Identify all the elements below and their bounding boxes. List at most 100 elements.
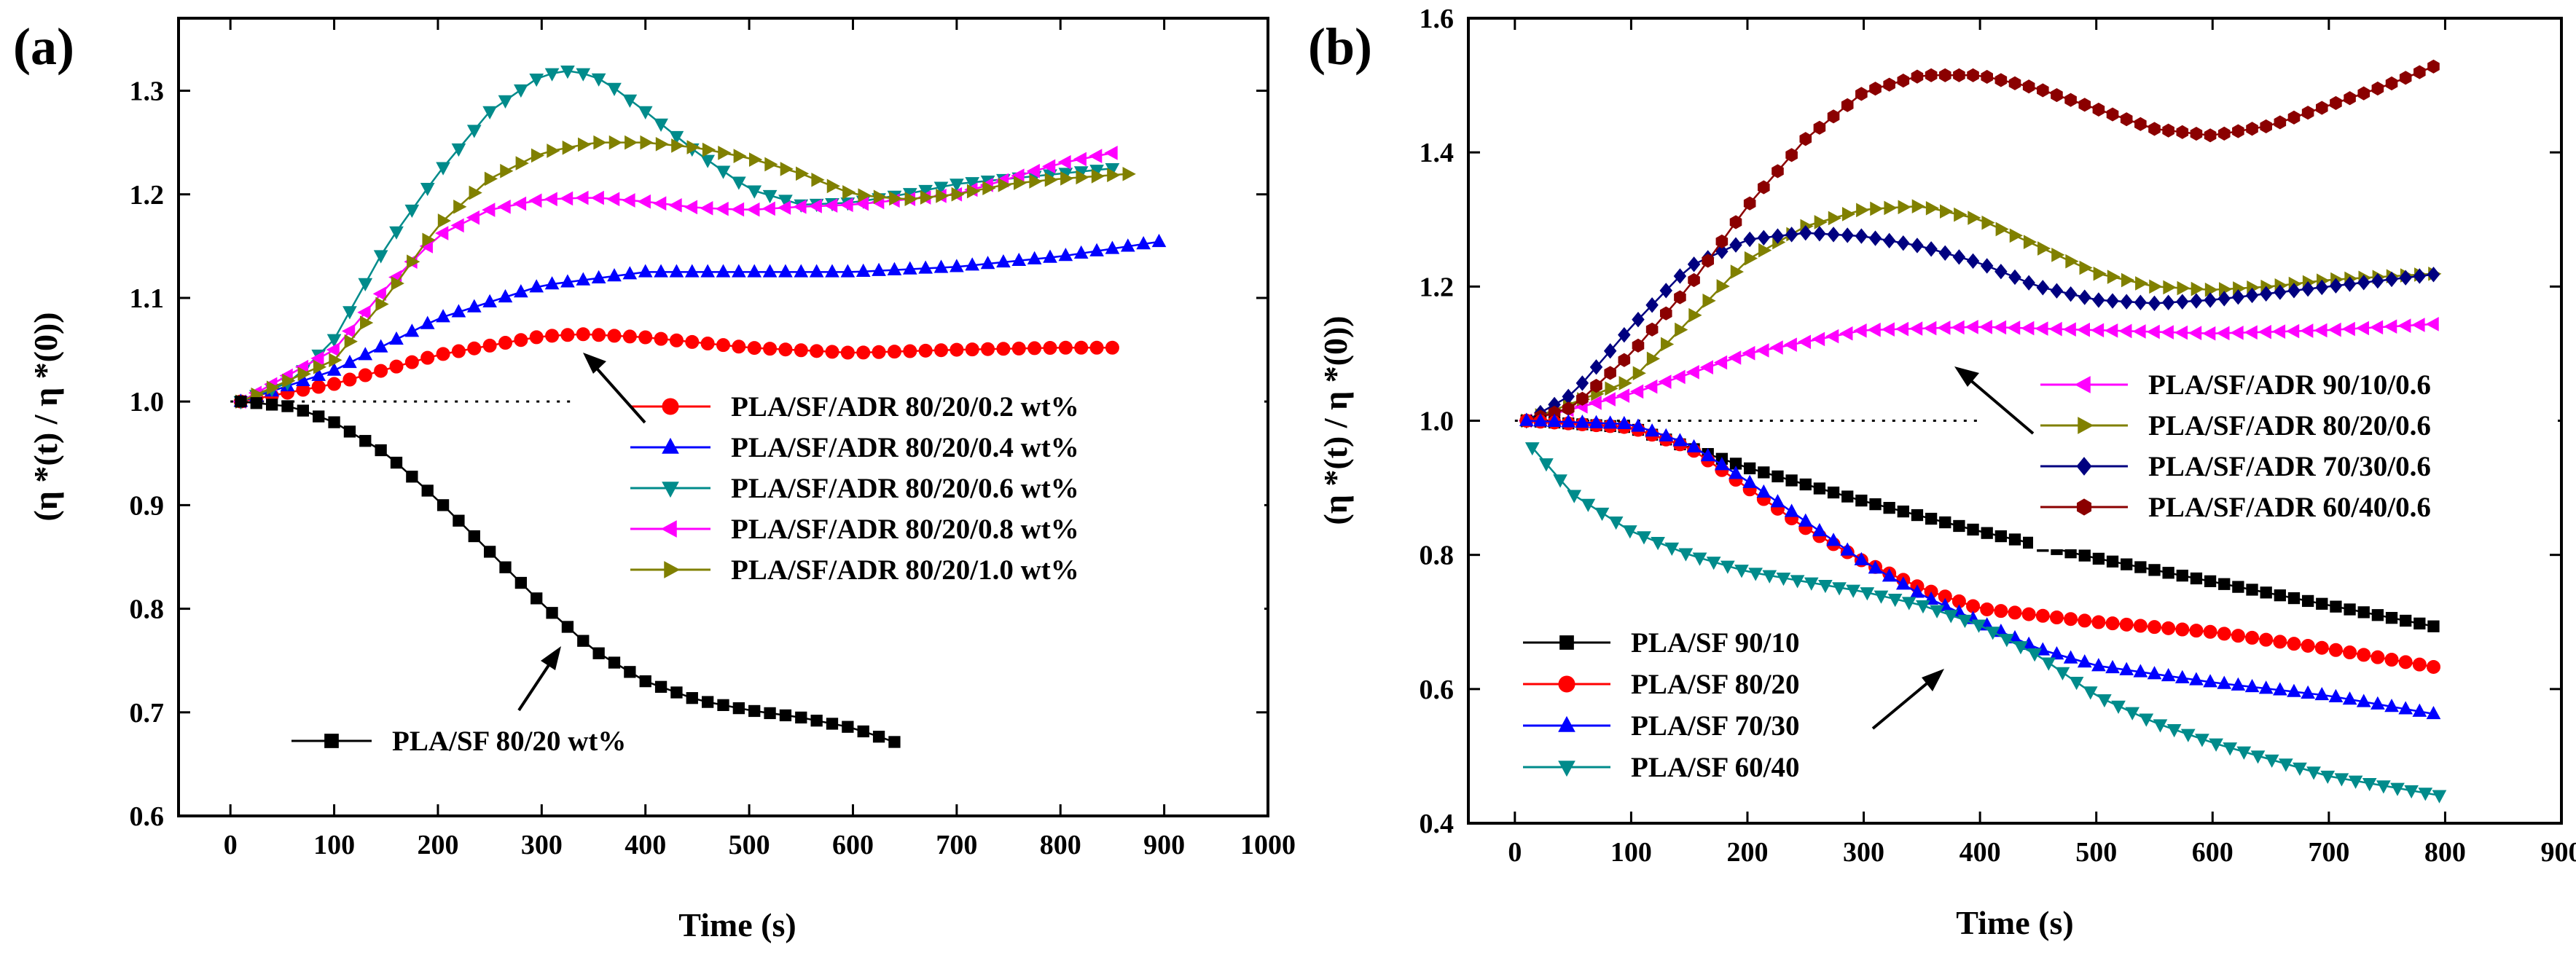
data-point <box>512 196 527 211</box>
data-point <box>2231 677 2246 691</box>
legend-b: PLA/SF/ADR 90/10/0.6 PLA/SF/ADR 80/20/0.6… <box>1516 360 2558 805</box>
data-point <box>684 264 700 278</box>
data-point <box>1925 241 1938 257</box>
data-point <box>1729 237 1742 253</box>
data-point <box>1769 340 1783 355</box>
series-7 <box>1524 442 2447 804</box>
legend-entry: PLA/SF 60/40 <box>1523 752 1800 783</box>
data-point <box>2022 79 2035 94</box>
data-point <box>593 135 607 150</box>
data-point <box>2050 283 2064 299</box>
data-point <box>1799 224 1812 241</box>
data-point <box>1881 322 1895 337</box>
data-point <box>998 178 1011 192</box>
data-point <box>531 148 545 163</box>
data-point <box>701 696 714 708</box>
data-point <box>1868 230 1882 246</box>
legend-marker <box>662 398 679 415</box>
data-point <box>1911 69 1924 84</box>
data-point <box>842 185 856 200</box>
x-tick-label: 900 <box>2541 837 2576 868</box>
data-point <box>2230 325 2244 340</box>
data-point <box>1011 252 1027 267</box>
data-point <box>1798 513 1813 527</box>
data-point <box>638 264 653 278</box>
data-point <box>453 199 467 214</box>
data-point <box>2316 597 2328 610</box>
data-point <box>1846 584 1861 598</box>
data-point <box>2328 643 2343 657</box>
data-point <box>1637 531 1651 545</box>
data-point <box>2385 611 2398 624</box>
data-point <box>329 353 342 368</box>
legend-label: PLA/SF 80/20 wt% <box>392 726 626 757</box>
data-point <box>1702 254 1715 268</box>
data-point <box>607 329 622 343</box>
data-point <box>313 359 327 374</box>
data-point <box>375 444 387 457</box>
data-point <box>2189 672 2204 686</box>
legend-label: PLA/SF 70/30 <box>1631 710 1800 742</box>
data-point <box>2048 321 2062 337</box>
data-point <box>1616 388 1630 403</box>
data-point <box>2357 606 2370 619</box>
data-point <box>747 341 762 356</box>
data-point <box>514 84 528 98</box>
data-point <box>1874 590 1889 604</box>
data-point <box>1729 466 1743 479</box>
legend-entry: PLA/SF 90/10 <box>1523 627 1800 659</box>
data-point <box>2008 605 2022 620</box>
data-point <box>2223 742 2238 756</box>
legend-marker <box>2078 417 2094 434</box>
y-tick-label: 1.2 <box>1420 272 1455 302</box>
data-point <box>2356 694 2371 707</box>
data-point <box>2301 106 2314 120</box>
data-point <box>638 106 653 119</box>
data-point <box>421 484 434 497</box>
data-point <box>2097 694 2112 708</box>
data-point <box>1547 413 1562 427</box>
data-point <box>1562 401 1575 416</box>
data-point <box>2190 126 2203 141</box>
data-point <box>872 731 885 743</box>
legend-marker <box>2076 457 2092 476</box>
data-point <box>2217 627 2231 641</box>
data-point <box>856 263 871 277</box>
data-point <box>2330 95 2342 110</box>
legend-entry: PLA/SF/ADR 80/20/0.6 wt% <box>630 473 1079 504</box>
data-point <box>1524 442 1540 456</box>
data-point <box>2342 691 2357 705</box>
panel-a: 0 100 200 300 400 500 600 700 800 900 1000 0.6 0.7 0.… <box>13 17 1296 943</box>
data-point <box>2027 648 2042 662</box>
data-point <box>1883 501 1895 514</box>
data-point <box>435 226 449 240</box>
data-point <box>437 213 452 228</box>
data-point <box>1632 338 1645 353</box>
data-point <box>748 152 763 167</box>
data-point <box>2065 254 2079 269</box>
data-point <box>592 328 606 342</box>
ticks-a: 0 100 200 300 400 500 600 700 800 900 1000 0.6 0.7 0.… <box>130 18 1296 860</box>
data-point <box>436 309 450 323</box>
data-point <box>638 330 653 345</box>
data-point <box>2111 700 2126 714</box>
data-point <box>406 471 418 483</box>
data-point <box>2343 276 2357 292</box>
data-point <box>1706 557 1721 570</box>
data-point <box>1981 215 1995 230</box>
data-point <box>1651 537 1665 551</box>
data-point <box>670 686 683 699</box>
data-point <box>1631 418 1645 432</box>
data-point <box>2301 594 2314 608</box>
data-point <box>857 725 869 738</box>
data-point <box>499 561 512 573</box>
data-point <box>2384 699 2399 712</box>
data-point <box>2246 584 2258 596</box>
data-point <box>1938 68 1951 82</box>
legend-box <box>623 382 1264 615</box>
data-point <box>2161 667 2176 682</box>
data-point <box>1122 166 1136 181</box>
data-point <box>2093 266 2107 281</box>
data-point <box>266 380 281 396</box>
